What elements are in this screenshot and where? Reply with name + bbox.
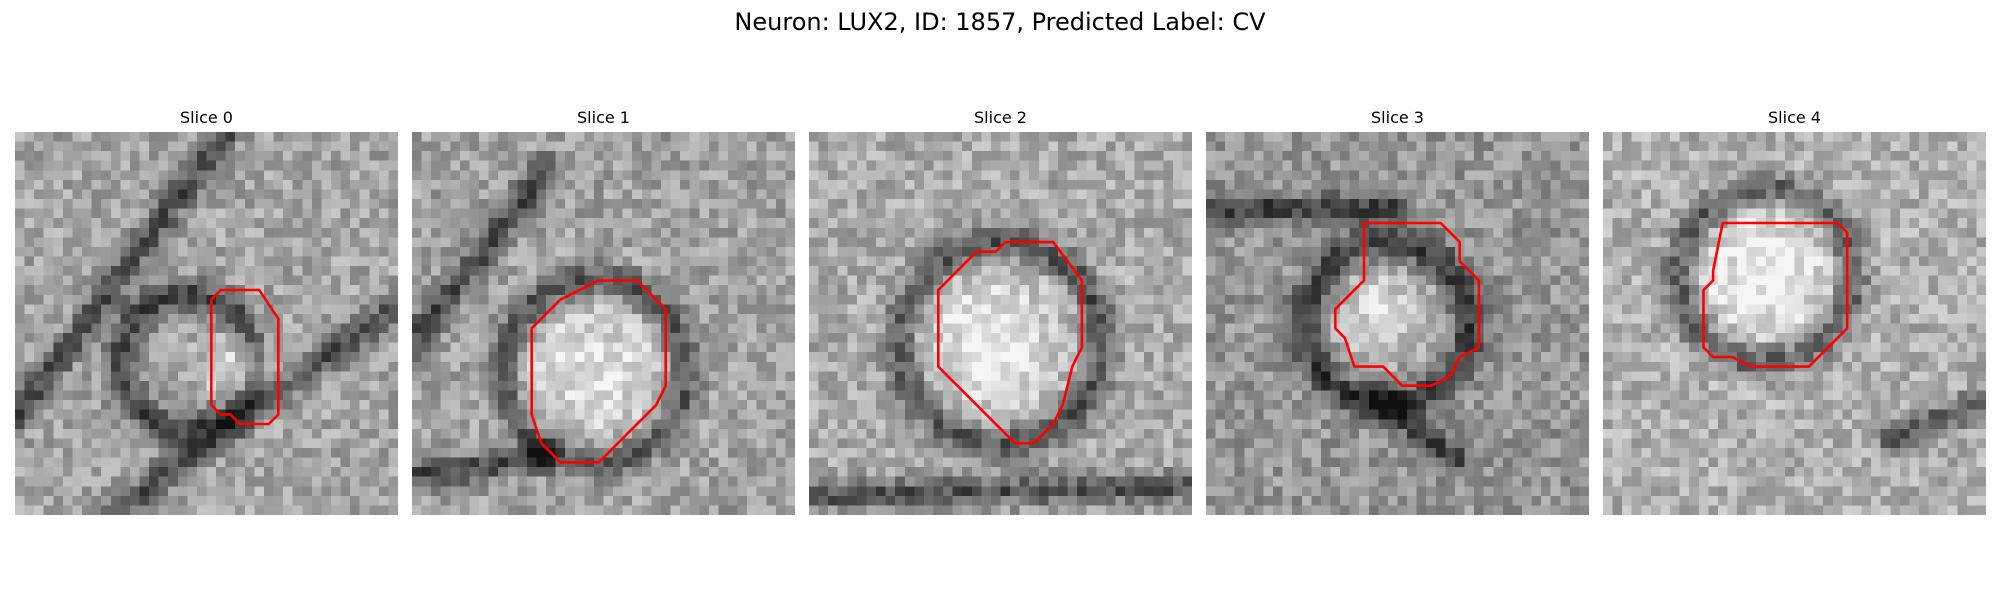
slice-title: Slice 3 bbox=[1206, 108, 1589, 128]
slice-image bbox=[412, 132, 795, 515]
slice-title: Slice 2 bbox=[809, 108, 1192, 128]
grayscale-pixels bbox=[1206, 132, 1589, 515]
slice-panel-2: Slice 2 bbox=[809, 108, 1192, 515]
slice-title: Slice 4 bbox=[1603, 108, 1986, 128]
grayscale-pixels bbox=[15, 132, 398, 515]
slice-title: Slice 0 bbox=[15, 108, 398, 128]
slice-title: Slice 1 bbox=[412, 108, 795, 128]
grayscale-pixels bbox=[809, 132, 1192, 515]
slice-panel-0: Slice 0 bbox=[15, 108, 398, 515]
figure-title: Neuron: LUX2, ID: 1857, Predicted Label:… bbox=[0, 6, 2000, 38]
slice-image bbox=[1206, 132, 1589, 515]
slice-image bbox=[15, 132, 398, 515]
slice-panel-3: Slice 3 bbox=[1206, 108, 1589, 515]
grayscale-pixels bbox=[1603, 132, 1986, 515]
slice-panel-4: Slice 4 bbox=[1603, 108, 1986, 515]
slice-panel-1: Slice 1 bbox=[412, 108, 795, 515]
slice-image bbox=[809, 132, 1192, 515]
slice-image bbox=[1603, 132, 1986, 515]
